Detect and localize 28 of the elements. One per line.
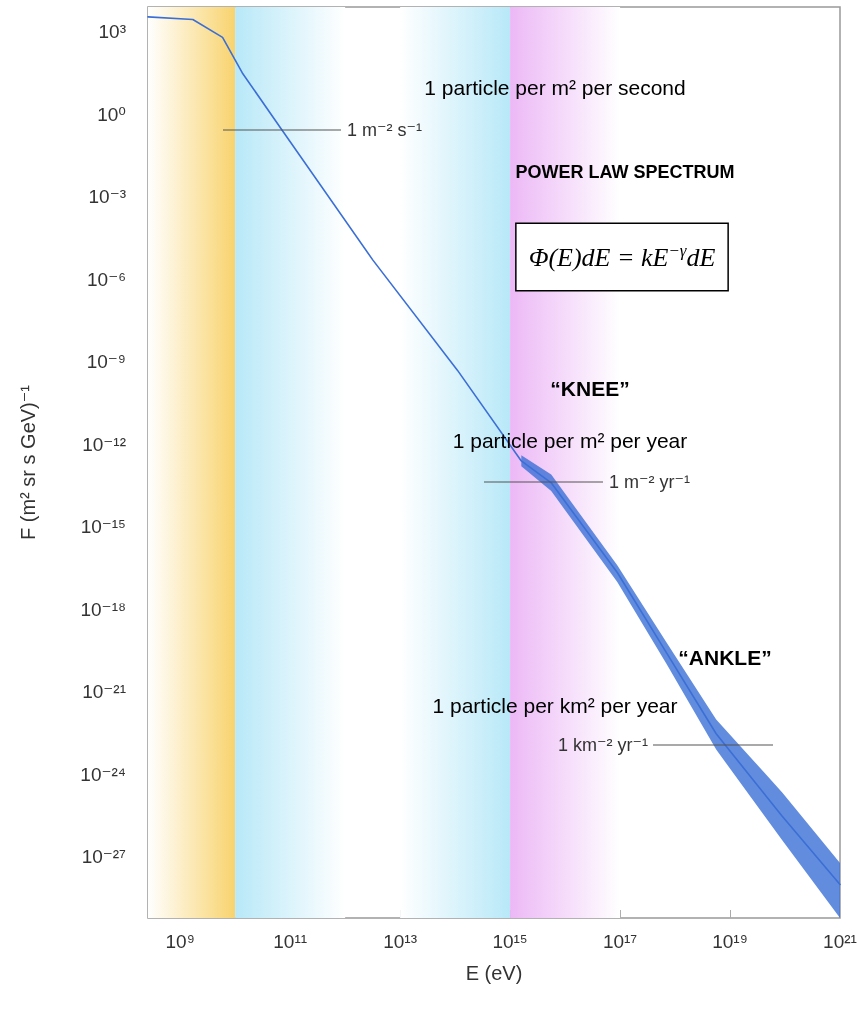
- annotation: 1 m⁻² s⁻¹: [347, 120, 422, 140]
- y-axis-title: F (m² sr s GeV)⁻¹: [17, 384, 39, 540]
- x-tick-label: 10¹³: [383, 931, 418, 952]
- y-tick-label: 10⁻⁶: [87, 268, 126, 290]
- y-tick-label: 10⁻¹⁵: [80, 516, 126, 538]
- annotation: 1 km⁻² yr⁻¹: [558, 735, 648, 755]
- y-tick-label: 10⁻²¹: [82, 681, 126, 703]
- x-tick-label: 10¹⁹: [712, 931, 748, 952]
- annotation: “KNEE”: [550, 376, 630, 400]
- y-tick-label: 10⁻¹²: [82, 433, 126, 455]
- annotation: 1 particle per km² per year: [432, 693, 678, 717]
- y-tick-label: 10⁻¹⁸: [80, 598, 126, 620]
- y-tick-label: 10⁻³: [88, 186, 126, 208]
- annotation: “ANKLE”: [678, 645, 772, 669]
- annotation: 1 particle per m² per second: [424, 75, 686, 99]
- x-tick-label: 10¹⁵: [492, 931, 528, 952]
- annotation: POWER LAW SPECTRUM: [515, 162, 735, 182]
- y-tick-label: 10⁻⁹: [86, 351, 126, 373]
- x-tick-label: 10²¹: [823, 931, 857, 952]
- y-tick-label: 10⁻²⁷: [81, 846, 127, 868]
- x-tick-label: 10¹⁷: [602, 931, 638, 952]
- x-tick-label: 10⁹: [165, 931, 195, 952]
- annotation: 1 m⁻² yr⁻¹: [609, 472, 690, 492]
- y-tick-label: 10⁰: [97, 103, 126, 125]
- x-axis-title: E (eV): [465, 962, 523, 984]
- y-tick-label: 10³: [98, 21, 126, 43]
- y-tick-label: 10⁻²⁴: [80, 763, 126, 785]
- x-tick-label: 10¹¹: [273, 931, 308, 952]
